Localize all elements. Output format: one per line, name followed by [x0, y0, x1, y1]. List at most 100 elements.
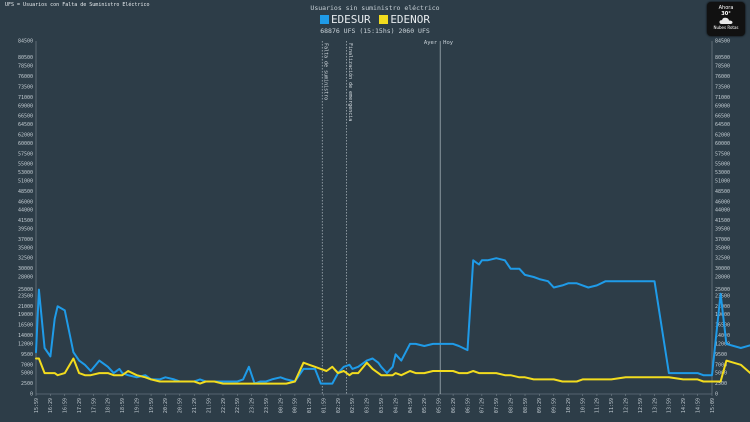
weather-widget[interactable]: Ahora 30° Nubes Rotas: [707, 2, 745, 36]
y-tick-label-right: 60000: [715, 141, 730, 147]
x-tick-label: 05:29: [422, 398, 428, 413]
day-label-after: Hoy: [443, 40, 454, 46]
y-tick-label-right: 69000: [715, 103, 730, 109]
x-tick-label: 23:59: [264, 398, 270, 413]
y-tick-label-left: 57500: [18, 151, 33, 157]
y-tick-label-right: 25000: [715, 287, 730, 293]
y-tick-label-left: 80500: [18, 55, 33, 61]
series-line-edesur: [35, 257, 750, 385]
y-tick-label-left: 21000: [18, 304, 33, 310]
x-tick-label: 21:29: [192, 398, 198, 413]
y-tick-label-right: 62000: [715, 132, 730, 138]
y-tick-label-right: 71000: [715, 95, 730, 101]
y-tick-label-left: 0: [30, 392, 33, 398]
y-tick-label-left: 48500: [18, 189, 33, 195]
y-tick-label-right: 46000: [715, 199, 730, 205]
y-tick-label-left: 25000: [18, 287, 33, 293]
x-tick-label: 18:59: [120, 398, 126, 413]
y-tick-label-left: 37000: [18, 237, 33, 243]
y-tick-label-left: 35000: [18, 245, 33, 251]
x-tick-label: 21:59: [206, 398, 212, 413]
y-tick-label-left: 7000: [21, 362, 33, 368]
y-tick-label-right: 53000: [715, 170, 730, 176]
x-tick-label: 08:59: [523, 398, 529, 413]
y-tick-label-left: 51000: [18, 178, 33, 184]
y-tick-label-left: 73500: [18, 84, 33, 90]
x-tick-label: 14:29: [681, 398, 687, 413]
legend-edesur[interactable]: EDESUR: [319, 13, 371, 26]
legend-edenor[interactable]: EDENOR: [379, 13, 430, 26]
y-tick-label-right: 39500: [715, 226, 730, 232]
y-tick-label-left: 60000: [18, 141, 33, 147]
y-tick-label-left: 84500: [18, 39, 33, 45]
x-tick-label: 15:59: [34, 398, 40, 413]
chart-title: Usuarios sin suministro eléctrico: [310, 4, 440, 12]
x-tick-label: 17:29: [77, 398, 83, 413]
x-tick-label: 01:29: [307, 398, 313, 413]
annotation-label: Finalización de emergencia: [347, 43, 354, 121]
y-tick-label-right: 7000: [715, 362, 727, 368]
x-tick-label: 01:59: [321, 398, 327, 413]
x-tick-label: 13:59: [667, 398, 673, 413]
legend-swatch-edenor: [379, 15, 389, 24]
y-tick-label-left: 55000: [18, 162, 33, 168]
y-tick-label-left: 69000: [18, 103, 33, 109]
y-tick-label-left: 71000: [18, 95, 33, 101]
weather-desc: Nubes Rotas: [713, 25, 739, 30]
x-tick-label: 07:59: [494, 398, 500, 413]
x-tick-label: 11:59: [609, 398, 615, 413]
y-tick-label-left: 66500: [18, 114, 33, 120]
y-tick-label-left: 5000: [21, 371, 33, 377]
series-line-edenor: [35, 357, 750, 385]
x-tick-label: 19:59: [149, 398, 155, 413]
x-tick-label: 16:59: [63, 398, 69, 413]
y-tick-label-left: 28000: [18, 275, 33, 281]
x-tick-label: 04:59: [408, 398, 414, 413]
x-tick-label: 04:29: [393, 398, 399, 413]
x-tick-label: 17:59: [91, 398, 97, 413]
y-tick-label-left: 41500: [18, 218, 33, 224]
y-tick-label-right: 80500: [715, 55, 730, 61]
y-tick-label-right: 16500: [715, 323, 730, 329]
legend-label-edesur: EDESUR: [330, 13, 371, 26]
x-tick-label: 12:59: [638, 398, 644, 413]
y-tick-label-left: 14000: [18, 333, 33, 339]
legend: EDESUR EDENOR: [0, 13, 750, 26]
x-tick-label: 06:59: [465, 398, 471, 413]
x-tick-label: 18:29: [106, 398, 112, 413]
y-tick-label-left: 30000: [18, 266, 33, 272]
y-tick-label-left: 2500: [21, 381, 33, 387]
page-title: UFS = Usuarios con Falta de Suministro E…: [5, 2, 150, 8]
y-tick-label-left: 44000: [18, 208, 33, 214]
y-tick-label-right: 12000: [715, 341, 730, 347]
weather-temp: 30°: [721, 11, 731, 17]
x-tick-label: 09:29: [537, 398, 543, 413]
day-label-before: Ayer: [424, 40, 438, 46]
y-tick-label-left: 46000: [18, 199, 33, 205]
y-tick-label-right: 0: [715, 392, 718, 398]
y-tick-label-right: 30000: [715, 266, 730, 272]
x-tick-label: 13:29: [652, 398, 658, 413]
x-tick-label: 02:29: [336, 398, 342, 413]
annotation-label: Falta de suministro: [323, 43, 329, 100]
y-tick-label-left: 12000: [18, 341, 33, 347]
y-tick-label-left: 39500: [18, 226, 33, 232]
x-tick-label: 22:29: [221, 398, 227, 413]
y-tick-label-right: 55000: [715, 162, 730, 168]
y-tick-label-right: 37000: [715, 237, 730, 243]
y-tick-label-right: 5000: [715, 371, 727, 377]
y-tick-label-right: 76000: [715, 74, 730, 80]
x-tick-label: 20:59: [178, 398, 184, 413]
y-tick-label-right: 51000: [715, 178, 730, 184]
y-tick-label-right: 32500: [715, 256, 730, 262]
x-tick-label: 10:59: [580, 398, 586, 413]
x-tick-label: 08:29: [508, 398, 514, 413]
y-tick-label-left: 23500: [18, 293, 33, 299]
y-tick-label-left: 76000: [18, 74, 33, 80]
x-tick-label: 12:29: [624, 398, 630, 413]
y-tick-label-left: 16500: [18, 323, 33, 329]
y-tick-label-right: 64500: [715, 122, 730, 128]
y-tick-label-right: 48500: [715, 189, 730, 195]
x-tick-label: 05:59: [437, 398, 443, 413]
